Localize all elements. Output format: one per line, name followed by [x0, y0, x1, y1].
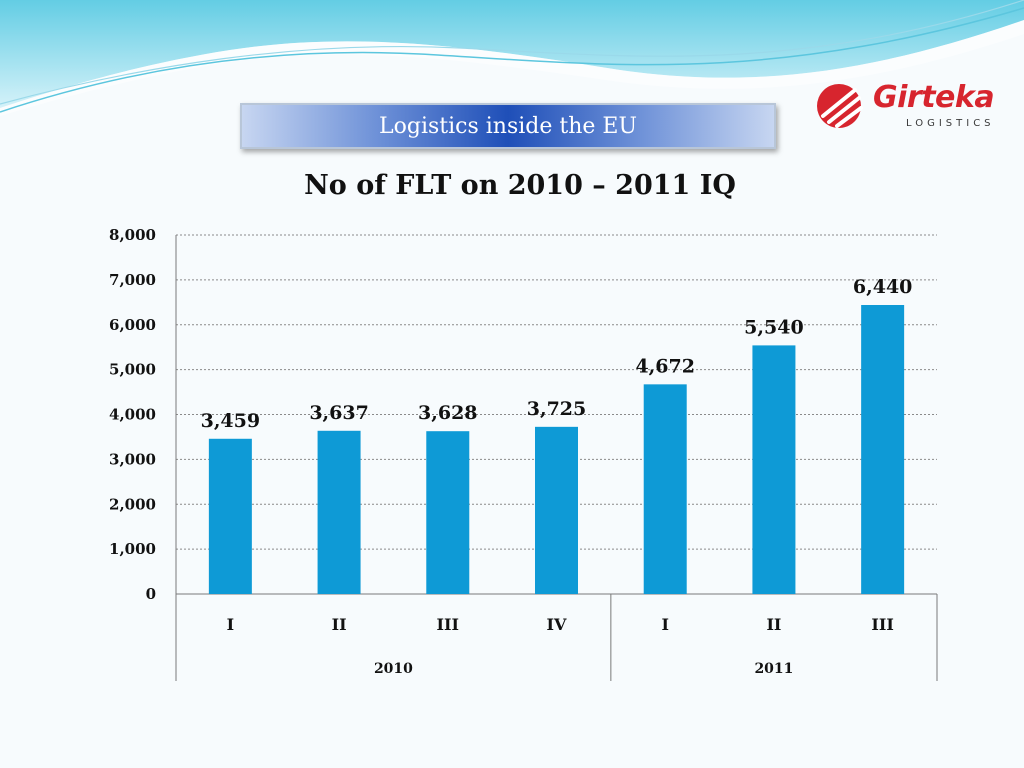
x-tick-label: II	[766, 615, 781, 634]
x-tick-label: I	[661, 615, 668, 634]
bar	[861, 305, 905, 594]
top-wave-line-1	[0, 7, 1024, 113]
logo-subtitle-text: LOGISTICS	[906, 118, 995, 129]
data-label: 6,440	[853, 276, 913, 298]
logo-brand-text: Girteka	[873, 80, 995, 115]
y-tick-label: 7,000	[109, 271, 156, 289]
y-tick-label: 8,000	[109, 226, 156, 244]
bar	[752, 345, 796, 594]
x-tick-label: III	[871, 615, 893, 634]
y-tick-label: 3,000	[109, 450, 156, 468]
x-tick-label: IV	[547, 615, 567, 634]
bar	[643, 384, 687, 594]
x-group-label: 2011	[754, 661, 793, 677]
data-label: 3,637	[309, 402, 369, 424]
x-tick-label: II	[332, 615, 347, 634]
data-label: 3,628	[418, 402, 478, 424]
x-tick-label: III	[437, 615, 459, 634]
data-label: 3,459	[201, 410, 261, 432]
bar	[208, 438, 252, 594]
chart-title: No of FLT on 2010 – 2011 IQ	[304, 170, 736, 201]
bar	[535, 426, 578, 594]
girteka-logo-icon	[817, 84, 863, 128]
banner-text: Logistics inside the EU	[379, 113, 637, 139]
top-wave-line-2	[0, 0, 1024, 105]
x-tick-label: I	[227, 615, 234, 634]
x-group-label: 2010	[374, 661, 413, 677]
y-tick-label: 1,000	[109, 540, 156, 558]
slide-banner: Logistics inside the EU	[240, 103, 776, 149]
data-label: 4,672	[635, 355, 695, 377]
data-label: 5,540	[744, 316, 804, 338]
y-tick-label: 5,000	[109, 361, 156, 379]
top-wave-fill	[0, 0, 1024, 108]
y-tick-label: 6,000	[109, 316, 156, 334]
y-tick-label: 2,000	[109, 495, 156, 513]
data-label: 3,725	[527, 398, 587, 420]
y-tick-label: 0	[146, 585, 156, 603]
y-tick-label: 4,000	[109, 406, 156, 424]
bar	[426, 431, 470, 594]
bar	[317, 430, 361, 594]
